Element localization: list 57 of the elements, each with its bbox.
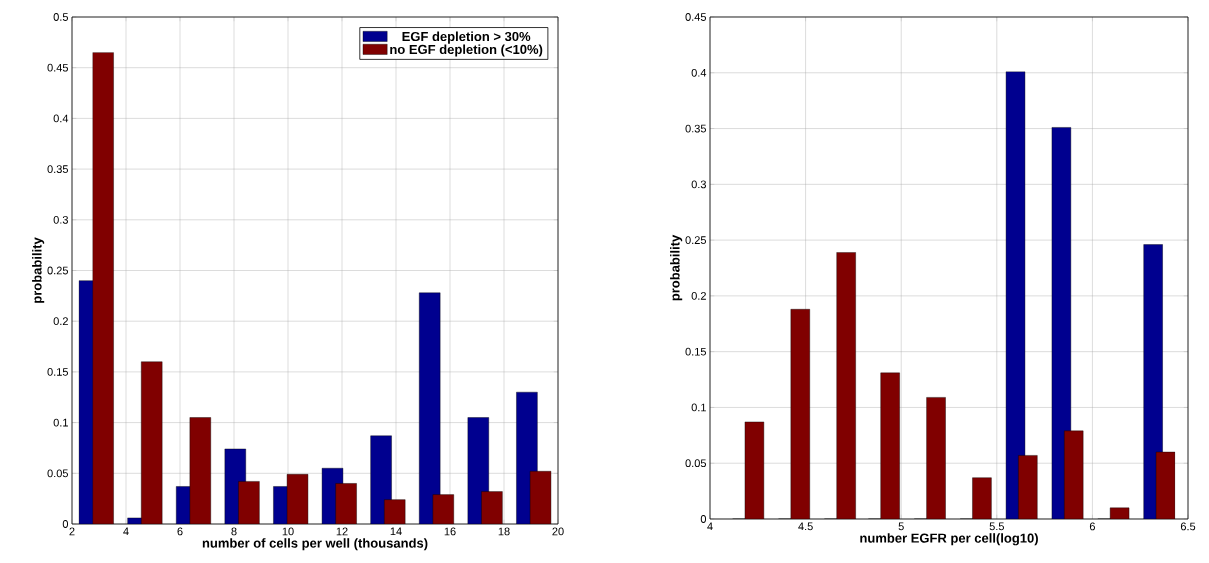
bar	[92, 52, 114, 524]
bar	[972, 477, 992, 519]
y-tick-label: 0.35	[685, 124, 706, 133]
x-tick-label: 14	[390, 527, 402, 536]
y-tick-label: 0.4	[691, 68, 707, 77]
x-tick-label: 10	[282, 527, 294, 536]
y-tick-label: 0.05	[47, 469, 68, 478]
bar	[1064, 430, 1084, 519]
x-tick-label: 16	[444, 527, 456, 536]
bar	[384, 499, 406, 524]
y-tick-label: 0.1	[53, 418, 68, 427]
bar	[1018, 455, 1038, 519]
y-tick-label: 0.15	[47, 368, 68, 376]
y-tick-label: 0.3	[691, 180, 706, 189]
y-tick-label: 0.3	[53, 215, 68, 224]
x-tick-label: 18	[498, 527, 510, 536]
x-tick-label: 5	[898, 522, 904, 531]
y-tick-label: 0.5	[53, 13, 68, 21]
bar	[335, 483, 357, 524]
bar	[481, 491, 503, 524]
x-tick-label: 20	[552, 527, 564, 536]
bar	[790, 309, 810, 519]
y-tick-label: 0.2	[53, 317, 68, 326]
x-tick-label: 2	[69, 527, 75, 536]
legend-label: EGF depletion > 30%	[402, 31, 531, 44]
bar	[926, 397, 946, 519]
x-tick-label: 8	[231, 527, 237, 536]
y-tick-label: 0.1	[691, 403, 706, 412]
y-tick-label: 0.25	[47, 266, 68, 275]
y-tick-label: 0.45	[685, 13, 706, 21]
x-tick-label: 6	[1089, 522, 1095, 531]
x-tick-label: 6	[177, 527, 183, 536]
y-tick-label: 0.45	[47, 63, 68, 72]
y-tick-label: 0.15	[685, 347, 706, 356]
y-tick-label: 0.2	[691, 292, 706, 300]
bar	[189, 417, 211, 524]
x-tick-label: 12	[336, 527, 348, 536]
x-tick-label: 5.5	[989, 522, 1004, 531]
y-tick-label: 0.35	[47, 165, 68, 173]
y-tick-label: 0	[62, 520, 69, 528]
bar	[141, 361, 163, 524]
x-axis-title: number of cells per well (thousands)	[202, 538, 428, 551]
y-tick-label: 0.25	[685, 236, 706, 245]
x-tick-label: 4	[707, 522, 713, 531]
bar	[836, 252, 856, 519]
y-tick-label: 0.05	[685, 459, 706, 468]
x-tick-label: 4	[123, 527, 129, 536]
y-axis-title: probability	[32, 237, 45, 303]
y-tick-label: 0.4	[53, 114, 69, 123]
legend-label: no EGF depletion (<10%)	[390, 44, 543, 57]
bar	[880, 372, 900, 519]
y-tick-label: 0	[700, 515, 707, 523]
y-axis-title: probability	[670, 234, 683, 301]
x-tick-label: 6.5	[1180, 522, 1196, 531]
x-axis-title: number EGFR per cell(log10)	[860, 533, 1038, 546]
bar	[238, 481, 260, 524]
x-tick-label: 4.5	[798, 522, 813, 531]
